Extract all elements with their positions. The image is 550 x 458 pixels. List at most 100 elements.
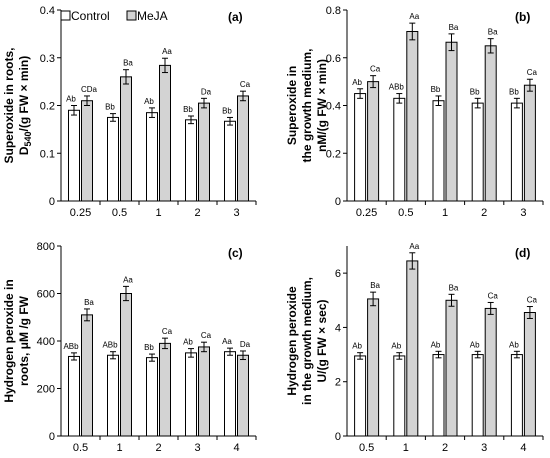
data-label: Bb	[105, 103, 115, 112]
bar-control	[471, 102, 484, 202]
data-label: Ab	[144, 97, 154, 106]
y-axis-label: Superoxide in roots,	[2, 47, 16, 163]
data-label: Bb	[144, 343, 154, 352]
x-tick-label: 3	[481, 442, 487, 453]
panel-letter: (d)	[515, 246, 530, 260]
chart-panel-2: 0 200 400 600 800 0.5 ABb Ba 1 ABb Aa 2 Bb Ca 3 Ab Ca 4 Aa…	[2, 241, 257, 458]
x-tick-label: 3	[520, 207, 526, 219]
y-tick-label: 0	[335, 196, 341, 208]
data-label: Ca	[201, 331, 212, 340]
y-axis-label-subscript: 540	[23, 131, 33, 146]
chart-panel-3: 0 2 4 6 0.5 Ab Ba 1 Ab Aa 2 Ab Ba 3 Ab Ca 4 Ab Ca (d) Hydrog…	[285, 242, 544, 458]
bar-meja	[237, 95, 249, 202]
x-tick-label: 0.5	[398, 207, 413, 219]
data-label: Bb	[470, 87, 480, 96]
data-label: ABb	[63, 342, 79, 351]
bar-meja	[198, 346, 210, 437]
panel-letter: (b)	[515, 10, 530, 24]
bar-meja	[198, 102, 210, 202]
y-tick-label: 0	[335, 431, 341, 443]
data-label: Aa	[409, 242, 419, 251]
y-axis-label-part: /(g FW × min)	[17, 56, 31, 132]
data-label: Da	[201, 87, 212, 96]
bar-control	[68, 355, 80, 437]
y-tick-label: 800	[37, 241, 55, 253]
x-tick-label: 3	[233, 207, 239, 219]
y-tick-label: 0	[49, 196, 55, 208]
bar-control	[146, 357, 158, 437]
y-axis-label: in the growth medium,	[300, 277, 314, 405]
bar-meja	[367, 298, 380, 437]
bar-control	[107, 116, 119, 202]
y-tick-label: 4	[335, 322, 341, 334]
bar-control	[510, 102, 523, 202]
data-label: CDa	[81, 85, 98, 94]
chart-panel-0: 0 0.1 0.2 0.3 0.4 0.25 Ab CDa 0.5 Bb Ba 1 Ab Aa 2 Bb Da 3…	[2, 5, 257, 219]
data-label: Bb	[222, 106, 232, 115]
y-tick-label: 0.3	[40, 53, 55, 65]
data-label: Ca	[240, 80, 251, 89]
data-label: Ab	[391, 342, 401, 351]
y-tick-label: 600	[37, 289, 55, 301]
panel-letter: (c)	[228, 246, 243, 260]
bar-control	[393, 355, 406, 437]
bar-meja	[367, 81, 380, 202]
y-tick-label: 0.2	[40, 101, 55, 113]
y-tick-label: 0.4	[326, 101, 341, 113]
data-label: Bb	[431, 85, 441, 94]
y-axis-label: the growth medium,	[300, 49, 314, 163]
bar-meja	[445, 41, 458, 202]
bar-control	[432, 354, 445, 437]
bar-control	[185, 119, 197, 202]
bar-meja	[523, 84, 536, 202]
legend: Control MeJA	[60, 9, 168, 23]
y-axis-label-part: D	[17, 146, 31, 155]
data-label: Ab	[183, 338, 193, 347]
y-tick-label: 2	[335, 377, 341, 389]
data-label: Ba	[84, 298, 94, 307]
data-label: Ba	[370, 281, 380, 290]
data-label: Ab	[352, 342, 362, 351]
bar-meja	[406, 260, 419, 437]
x-tick-label: 1	[442, 207, 448, 219]
data-label: Aa	[222, 337, 232, 346]
bar-control	[185, 352, 197, 437]
x-tick-label: 0.25	[70, 207, 91, 219]
data-label: Ba	[449, 23, 459, 32]
y-tick-label: 0.2	[326, 148, 341, 160]
y-axis-label: Hydrogen peroxide	[285, 286, 299, 396]
bar-meja	[484, 45, 497, 202]
y-tick-label: 0.1	[40, 148, 55, 160]
y-axis-label: D540/(g FW × min)	[17, 56, 33, 155]
y-tick-label: 0.8	[326, 5, 341, 17]
panel-letter: (a)	[228, 10, 243, 24]
bar-meja	[159, 64, 171, 202]
x-tick-label: 0.5	[112, 207, 127, 219]
y-tick-label: 0	[49, 431, 55, 443]
y-tick-label: 0.4	[40, 5, 55, 17]
y-axis-label: nM/(g FW × min)	[315, 59, 329, 152]
y-axis-label: roots, μM /g FW	[17, 295, 31, 386]
bar-meja	[523, 312, 536, 437]
y-tick-label: 200	[37, 384, 55, 396]
bar-control	[432, 100, 445, 202]
bar-control	[68, 109, 80, 202]
bar-meja	[120, 76, 132, 202]
bar-meja	[81, 100, 93, 202]
bar-meja	[484, 307, 497, 437]
data-label: ABb	[102, 341, 118, 350]
legend-swatch-meja	[126, 10, 137, 21]
y-tick-label: 6	[335, 268, 341, 280]
bar-meja	[120, 293, 132, 437]
bar-control	[224, 120, 236, 202]
bar-meja	[406, 30, 419, 202]
data-label: Aa	[409, 12, 419, 21]
x-tick-label: 0.5	[359, 442, 374, 453]
y-axis-label: Superoxide in	[285, 66, 299, 145]
legend-label-meja: MeJA	[137, 9, 168, 23]
bar-control	[471, 354, 484, 437]
bar-control	[510, 354, 523, 437]
bar-meja	[445, 299, 458, 437]
bar-control	[224, 351, 236, 437]
